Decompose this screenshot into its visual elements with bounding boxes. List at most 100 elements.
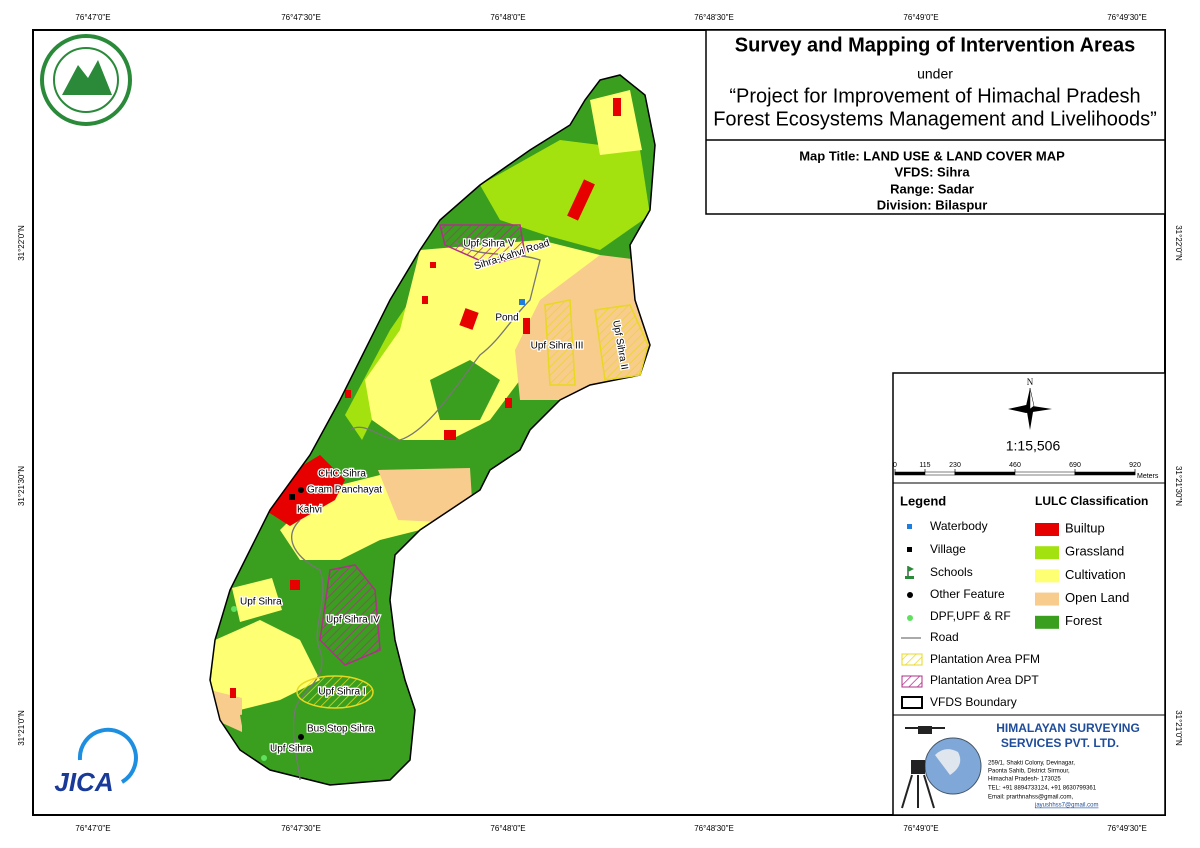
lulc-item: Cultivation <box>1065 567 1126 582</box>
division: Division: Bilaspur <box>877 197 988 212</box>
lat-label: 31°21'30"N <box>17 466 26 506</box>
feature-point <box>298 487 304 493</box>
project-line: Forest Ecosystems Management and Livelih… <box>713 108 1157 130</box>
legend-item: Plantation Area PFM <box>930 652 1040 666</box>
lon-label: 76°49'30"E <box>1107 824 1147 833</box>
builtup-area <box>523 318 530 334</box>
map-label: Upf Sihra <box>270 744 312 755</box>
company-name: HIMALAYAN SURVEYING <box>996 721 1140 735</box>
lulc-swatch <box>1035 615 1059 629</box>
lon-label: 76°48'30"E <box>694 824 734 833</box>
side-panel <box>892 372 1166 816</box>
map-title: Map Title: LAND USE & LAND COVER MAP <box>799 148 1065 163</box>
lat-label: 31°21'0"N <box>1174 710 1183 746</box>
builtup-area <box>505 398 512 408</box>
lon-label: 76°48'0"E <box>490 824 525 833</box>
scale-label: 115 <box>919 462 930 469</box>
builtup-area <box>265 455 345 526</box>
company-address: TEL: +91 8894733124, +91 8630799361 <box>988 786 1097 792</box>
map-label: Kahvi <box>297 505 322 516</box>
plantation-dpt <box>439 224 526 266</box>
builtup-area <box>422 296 428 304</box>
lat-label: 31°21'30"N <box>1174 466 1183 506</box>
plantation-dpt <box>319 564 381 666</box>
scale-segment <box>1014 471 1076 476</box>
lat-label: 31°21'0"N <box>17 710 26 746</box>
jica-logo: JICA <box>54 727 138 797</box>
north-label: N <box>1027 377 1034 387</box>
lulc-item: Open Land <box>1065 590 1129 605</box>
company-email: Email: prarthnahss@gmail.com, <box>988 795 1073 801</box>
legend-symbols <box>901 524 923 709</box>
cultivation-area <box>210 620 320 710</box>
scale-segment <box>954 471 1016 476</box>
lon-label: 76°48'0"E <box>490 13 525 22</box>
lulc-swatch <box>1035 569 1059 583</box>
lat-label: 31°22'0"N <box>1174 225 1183 261</box>
company-name: SERVICES PVT. LTD. <box>1001 736 1119 750</box>
scale-label: 690 <box>1069 462 1081 469</box>
builtup-area <box>444 430 456 440</box>
open-land-area <box>378 468 472 522</box>
scale-segment <box>924 471 956 476</box>
lon-label: 76°49'0"E <box>903 13 938 22</box>
legend-item: Village <box>930 542 966 556</box>
title-block <box>705 29 1166 215</box>
builtup-area <box>430 262 436 268</box>
legend-item: Plantation Area DPT <box>930 673 1039 687</box>
scale-ratio: 1:15,506 <box>1006 438 1061 454</box>
jica-text: JICA <box>54 767 113 797</box>
legend-title: Legend <box>900 493 946 508</box>
map-label: Upf Sihra IV <box>326 615 380 626</box>
plantation-pfm <box>594 304 649 381</box>
cultivation-area <box>590 90 642 155</box>
coordinate-grid: 76°47'0"E 76°47'30"E 76°48'0"E 76°48'30"… <box>17 13 1183 833</box>
legend-item: Road <box>930 630 959 644</box>
company-logo <box>901 726 982 809</box>
map-label: Upf Sihra <box>240 597 282 608</box>
vfds: VFDS: Sihra <box>894 164 970 179</box>
plantation-pfm <box>544 299 576 386</box>
forest-point <box>261 755 267 761</box>
grassland-area <box>480 140 650 250</box>
lon-label: 76°49'0"E <box>903 824 938 833</box>
lon-label: 76°47'0"E <box>75 824 110 833</box>
builtup-area <box>290 580 300 590</box>
forest-dept-logo <box>40 34 132 126</box>
lulc-item: Grassland <box>1065 544 1124 559</box>
scale-bar: 0 115 230 460 690 920 <box>893 462 1141 476</box>
map-label: CHC Sihra <box>318 469 366 480</box>
map-label: Bus Stop Sihra <box>307 724 374 735</box>
scale-unit: Meters <box>1137 473 1159 480</box>
open-land-area <box>210 690 242 732</box>
lon-label: 76°47'30"E <box>281 824 321 833</box>
company-email: jayushhss7@gmail.com <box>1034 803 1098 809</box>
forest-point <box>231 606 237 612</box>
builtup-area <box>459 308 479 330</box>
north-arrow <box>1008 387 1052 430</box>
legend-item: VFDS Boundary <box>930 695 1017 709</box>
feature-point <box>298 734 304 740</box>
lulc-item: Builtup <box>1065 520 1105 535</box>
map-label: Gram Panchayat <box>307 485 382 496</box>
range: Range: Sadar <box>890 181 974 196</box>
lulc-swatch <box>1035 546 1059 560</box>
lon-label: 76°47'30"E <box>281 13 321 22</box>
scale-segment <box>1074 471 1136 476</box>
lon-label: 76°48'30"E <box>694 13 734 22</box>
scale-label: 460 <box>1009 462 1021 469</box>
legend-item: Schools <box>930 565 973 579</box>
map-label: Upf Sihra I <box>318 687 365 698</box>
lulc-title: LULC Classification <box>1035 494 1148 508</box>
map-label: Pond <box>495 313 518 324</box>
company-address: Paonta Sahib, District Sirmour, <box>988 769 1070 775</box>
plantation-pfm <box>296 675 374 709</box>
main-title: Survey and Mapping of Intervention Areas <box>735 34 1135 56</box>
scale-segment <box>894 471 926 476</box>
builtup-area <box>230 688 236 698</box>
scale-label: 920 <box>1129 462 1141 469</box>
lulc-swatch <box>1035 592 1059 606</box>
waterbody-symbol <box>519 299 525 305</box>
builtup-area <box>567 179 595 221</box>
